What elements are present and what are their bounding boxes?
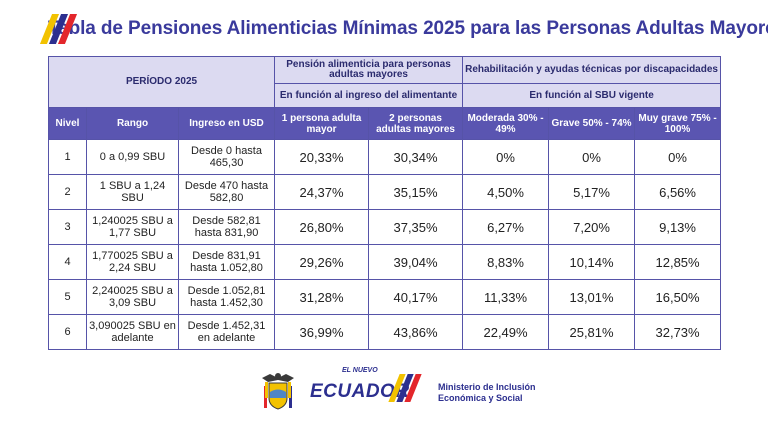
cell-2-personas: 43,86%	[368, 314, 464, 350]
cell-rango: 3,090025 SBU en adelante	[86, 314, 179, 350]
footer-logos: EL NUEVO ECUADOR Ministerio de Inclusión…	[258, 366, 558, 416]
cell-nivel: 1	[48, 139, 87, 175]
cell-grave: 5,17%	[548, 174, 636, 210]
cell-muy-grave: 32,73%	[634, 314, 722, 350]
rehab-group-header: Rehabilitación y ayudas técnicas por dis…	[462, 56, 722, 84]
cell-nivel: 6	[48, 314, 87, 350]
cell-rango: 1,240025 SBU a 1,77 SBU	[86, 209, 179, 245]
cell-muy-grave: 9,13%	[634, 209, 722, 245]
cell-moderada: 8,83%	[462, 244, 550, 280]
page-header: Tabla de Pensiones Alimenticias Mínimas …	[38, 12, 768, 46]
col-header-rango: Rango	[86, 107, 179, 140]
cell-moderada: 4,50%	[462, 174, 550, 210]
ministry-name: Ministerio de Inclusión Económica y Soci…	[438, 382, 536, 403]
cell-grave: 25,81%	[548, 314, 636, 350]
cell-2-personas: 37,35%	[368, 209, 464, 245]
table-row: 5 2,240025 SBU a 3,09 SBU Desde 1.052,81…	[48, 279, 722, 315]
cell-moderada: 11,33%	[462, 279, 550, 315]
cell-grave: 13,01%	[548, 279, 636, 315]
cell-ingreso: Desde 470 hasta 582,80	[177, 174, 276, 210]
cell-ingreso: Desde 1.452,31 en adelante	[177, 314, 276, 350]
col-header-grave: Grave 50% - 74%	[548, 107, 636, 140]
cell-nivel: 5	[48, 279, 87, 315]
cell-muy-grave: 0%	[634, 139, 722, 175]
cell-moderada: 0%	[462, 139, 550, 175]
pension-subheader: En función al ingreso del alimentante	[274, 83, 464, 108]
rehab-subheader: En función al SBU vigente	[462, 83, 722, 108]
col-header-2-personas: 2 personas adultas mayores	[368, 107, 464, 140]
col-header-ingreso: Ingreso en USD	[177, 107, 276, 140]
cell-1-persona: 26,80%	[274, 209, 370, 245]
cell-2-personas: 35,15%	[368, 174, 464, 210]
cell-muy-grave: 6,56%	[634, 174, 722, 210]
cell-1-persona: 20,33%	[274, 139, 370, 175]
ecuador-logo-text: ECUADOR	[310, 381, 410, 402]
pension-table: PERÍODO 2025 Pensión alimenticia para pe…	[47, 56, 722, 350]
cell-moderada: 22,49%	[462, 314, 550, 350]
cell-2-personas: 30,34%	[368, 139, 464, 175]
table-row: 6 3,090025 SBU en adelante Desde 1.452,3…	[48, 314, 722, 350]
cell-2-personas: 40,17%	[368, 279, 464, 315]
cell-rango: 2,240025 SBU a 3,09 SBU	[86, 279, 179, 315]
cell-rango: 1 SBU a 1,24 SBU	[86, 174, 179, 210]
cell-1-persona: 24,37%	[274, 174, 370, 210]
cell-1-persona: 31,28%	[274, 279, 370, 315]
table-row: 2 1 SBU a 1,24 SBU Desde 470 hasta 582,8…	[48, 174, 722, 210]
cell-nivel: 4	[48, 244, 87, 280]
cell-ingreso: Desde 1.052,81 hasta 1.452,30	[177, 279, 276, 315]
cell-moderada: 6,27%	[462, 209, 550, 245]
cell-ingreso: Desde 831,91 hasta 1.052,80	[177, 244, 276, 280]
cell-grave: 0%	[548, 139, 636, 175]
cell-muy-grave: 12,85%	[634, 244, 722, 280]
coat-of-arms-icon	[262, 373, 294, 410]
cell-nivel: 3	[48, 209, 87, 245]
table-row: 4 1,770025 SBU a 2,24 SBU Desde 831,91 h…	[48, 244, 722, 280]
cell-rango: 1,770025 SBU a 2,24 SBU	[86, 244, 179, 280]
col-header-muy-grave: Muy grave 75% - 100%	[634, 107, 722, 140]
cell-grave: 10,14%	[548, 244, 636, 280]
cell-rango: 0 a 0,99 SBU	[86, 139, 179, 175]
cell-ingreso: Desde 582,81 hasta 831,90	[177, 209, 276, 245]
table-row: 3 1,240025 SBU a 1,77 SBU Desde 582,81 h…	[48, 209, 722, 245]
page-title: Tabla de Pensiones Alimenticias Mínimas …	[48, 18, 768, 39]
slogan-text: EL NUEVO	[342, 367, 378, 374]
cell-grave: 7,20%	[548, 209, 636, 245]
period-header: PERÍODO 2025	[47, 56, 276, 108]
col-header-moderada: Moderada 30% - 49%	[462, 107, 550, 140]
cell-nivel: 2	[48, 174, 87, 210]
cell-2-personas: 39,04%	[368, 244, 464, 280]
flag-stripes-icon	[388, 374, 428, 404]
cell-1-persona: 36,99%	[274, 314, 370, 350]
cell-ingreso: Desde 0 hasta 465,30	[177, 139, 276, 175]
cell-muy-grave: 16,50%	[634, 279, 722, 315]
col-header-1-persona: 1 persona adulta mayor	[274, 107, 370, 140]
pension-group-header: Pensión alimenticia para personas adulta…	[274, 56, 464, 84]
cell-1-persona: 29,26%	[274, 244, 370, 280]
col-header-nivel: Nivel	[48, 107, 87, 140]
table-row: 1 0 a 0,99 SBU Desde 0 hasta 465,30 20,3…	[48, 139, 722, 175]
